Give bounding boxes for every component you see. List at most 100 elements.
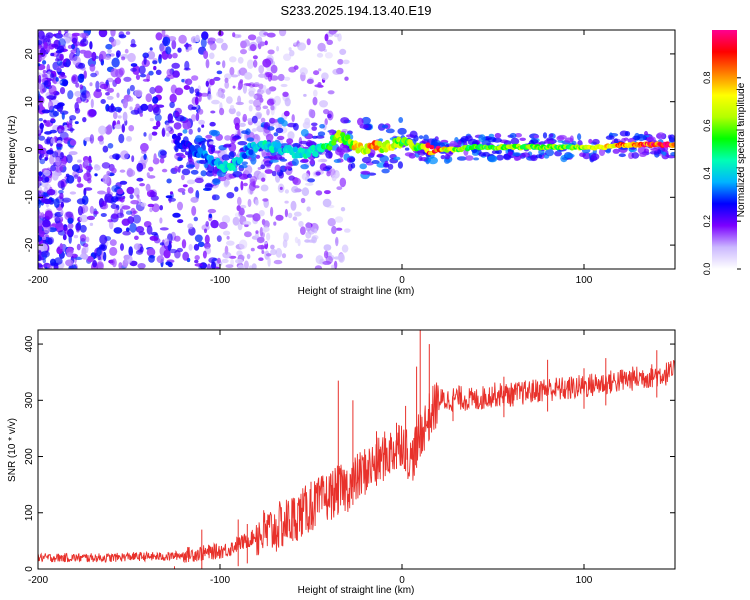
spectrogram-halo-blob [670, 152, 675, 156]
spectrogram-halo-blob [371, 160, 380, 164]
spectrogram-halo-blob [293, 122, 299, 131]
spectrogram-noise-blob [262, 105, 269, 110]
spectrogram-halo-blob [657, 149, 662, 155]
spectrogram-noise-blob [55, 157, 61, 166]
spectrogram-noise-blob [95, 88, 102, 92]
spectrogram-halo-blob [265, 152, 270, 156]
colorbar-scale [712, 30, 737, 269]
spectrogram-halo-blob [385, 128, 395, 134]
spectrogram-noise-blob [93, 90, 103, 99]
spectrogram-noise-blob [266, 32, 276, 38]
spectrogram-noise-blob [104, 193, 113, 203]
spectrogram-halo-blob [209, 129, 218, 136]
spectrogram-noise-blob [209, 52, 215, 60]
spectrogram-noise-blob [177, 47, 182, 53]
spectrogram-noise-blob [237, 264, 245, 269]
spectrogram-noise-blob [235, 101, 244, 106]
spectrogram-noise-blob [75, 47, 80, 57]
spectrogram-noise-blob [121, 56, 126, 61]
spectrogram-noise-blob [230, 105, 235, 109]
spectrogram-noise-blob [255, 105, 262, 111]
spectrogram-noise-blob [283, 110, 290, 117]
spectrogram-noise-blob [216, 235, 222, 243]
spectrogram-noise-blob [154, 113, 162, 122]
spectrogram-noise-blob [205, 80, 209, 87]
spectrogram-noise-blob [67, 90, 74, 100]
spectrogram-halo-blob [199, 137, 205, 141]
spectrogram-ridge-mark [175, 135, 181, 142]
spectrogram-halo-blob [212, 178, 221, 185]
spectrogram-noise-blob [121, 205, 131, 210]
spectrogram-noise-blob [161, 128, 166, 137]
spectrogram-noise-blob [65, 259, 74, 267]
spectrogram-noise-blob [45, 32, 54, 39]
spectrogram-halo-blob [357, 117, 364, 126]
spectrogram-noise-blob [287, 131, 295, 140]
spectrogram-noise-blob [81, 32, 89, 39]
spectrogram-noise-blob [104, 55, 111, 60]
spectrogram-noise-blob [273, 95, 281, 106]
spectrogram-noise-blob [288, 66, 297, 73]
spectrogram-noise-blob [139, 246, 144, 253]
spectrogram-noise-blob [80, 38, 89, 47]
spectrogram-noise-blob [314, 84, 323, 88]
spectrogram-noise-blob [251, 128, 258, 132]
spectrogram-noise-blob [264, 169, 273, 174]
spectrogram-noise-blob [342, 59, 350, 65]
spectrogram-noise-blob [226, 240, 235, 246]
snr-x-ticks: -200 -100 0 100 [28, 330, 593, 586]
spectrogram-noise-blob [221, 258, 229, 264]
spectrogram-noise-blob [76, 198, 86, 205]
spectrogram-noise-blob [128, 246, 133, 257]
spectrogram-noise-blob [42, 60, 47, 65]
spectrogram-noise-blob [187, 187, 194, 194]
spectrogram-noise-blob [326, 39, 334, 45]
spectrogram-noise-blob [204, 228, 207, 234]
spectrogram-noise-blob [215, 38, 224, 44]
spectrogram-noise-blob [84, 187, 93, 191]
spectrogram-noise-blob [304, 239, 311, 243]
spectrogram-noise-blob [79, 84, 84, 90]
spectrogram-noise-blob [177, 188, 186, 193]
spectrogram-noise-blob [224, 135, 232, 141]
spectrogram-noise-blob [79, 214, 89, 223]
spectrogram-noise-blob [102, 145, 109, 153]
spectrogram-halo-blob [398, 117, 404, 123]
spectrogram-noise-blob [306, 78, 314, 85]
spectrogram-noise-blob [246, 253, 251, 260]
spectrogram-noise-blob [294, 188, 302, 193]
spectrogram-noise-blob [232, 85, 236, 89]
spectrogram-y-tick-label: 20 [24, 48, 35, 60]
spectrogram-y-axis-label: Frequency (Hz) [7, 116, 18, 185]
spectrogram-noise-blob [86, 256, 94, 263]
spectrogram-noise-blob [53, 198, 60, 209]
spectrogram-noise-blob [68, 151, 78, 156]
spectrogram-noise-blob [67, 44, 73, 49]
spectrogram-halo-blob [292, 177, 301, 186]
spectrogram-noise-blob [265, 253, 272, 257]
spectrogram-noise-blob [237, 34, 242, 38]
spectrogram-noise-blob [79, 49, 87, 54]
spectrogram-noise-blob [87, 108, 96, 118]
spectrogram-halo-blob [228, 151, 235, 160]
spectrogram-noise-blob [242, 84, 247, 94]
spectrogram-noise-blob [50, 52, 55, 57]
spectrogram-halo-blob [326, 171, 331, 177]
spectrogram-halo-blob [507, 151, 513, 156]
spectrogram-halo-blob [487, 155, 498, 163]
spectrogram-noise-blob [187, 223, 194, 230]
spectrogram-noise-blob [60, 209, 64, 216]
spectrogram-noise-blob [238, 207, 245, 216]
spectrogram-noise-blob [126, 88, 131, 96]
spectrogram-noise-blob [65, 178, 69, 184]
spectrogram-noise-blob [116, 212, 125, 219]
spectrogram-noise-blob [43, 80, 49, 86]
spectrogram-noise-blob [250, 247, 255, 252]
spectrogram-noise-blob [146, 172, 150, 178]
spectrogram-noise-blob [149, 235, 158, 241]
spectrogram-noise-blob [99, 234, 108, 245]
spectrogram-noise-blob [275, 214, 284, 221]
spectrogram-halo-blob [465, 155, 474, 161]
spectrogram-noise-blob [282, 91, 289, 98]
spectrogram-noise-blob [39, 47, 46, 58]
